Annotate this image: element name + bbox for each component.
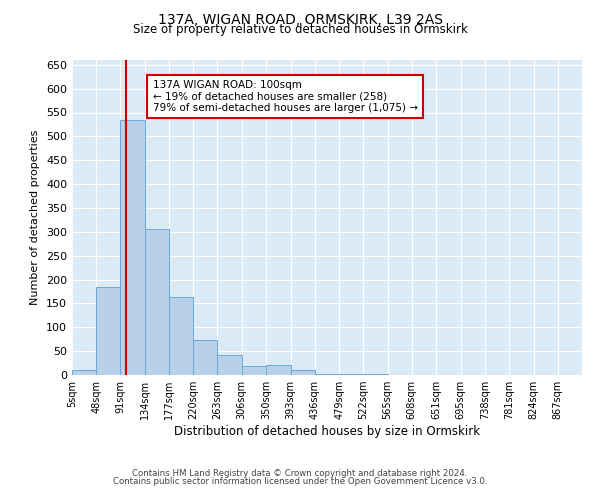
Bar bbox=[266, 366, 290, 375]
Text: Contains public sector information licensed under the Open Government Licence v3: Contains public sector information licen… bbox=[113, 477, 487, 486]
Bar bbox=[242, 366, 266, 375]
Bar bbox=[217, 355, 242, 375]
X-axis label: Distribution of detached houses by size in Ormskirk: Distribution of detached houses by size … bbox=[174, 425, 480, 438]
Bar bbox=[169, 297, 193, 375]
Text: Size of property relative to detached houses in Ormskirk: Size of property relative to detached ho… bbox=[133, 22, 467, 36]
Text: Contains HM Land Registry data © Crown copyright and database right 2024.: Contains HM Land Registry data © Crown c… bbox=[132, 468, 468, 477]
Bar bbox=[315, 374, 339, 375]
Bar bbox=[193, 340, 217, 375]
Bar bbox=[364, 374, 388, 375]
Bar bbox=[145, 230, 169, 375]
Y-axis label: Number of detached properties: Number of detached properties bbox=[31, 130, 40, 305]
Bar bbox=[121, 120, 145, 375]
Bar bbox=[290, 370, 315, 375]
Text: 137A WIGAN ROAD: 100sqm
← 19% of detached houses are smaller (258)
79% of semi-d: 137A WIGAN ROAD: 100sqm ← 19% of detache… bbox=[152, 80, 418, 113]
Bar bbox=[96, 286, 121, 375]
Text: 137A, WIGAN ROAD, ORMSKIRK, L39 2AS: 137A, WIGAN ROAD, ORMSKIRK, L39 2AS bbox=[157, 12, 443, 26]
Bar bbox=[72, 370, 96, 375]
Bar bbox=[339, 374, 364, 375]
